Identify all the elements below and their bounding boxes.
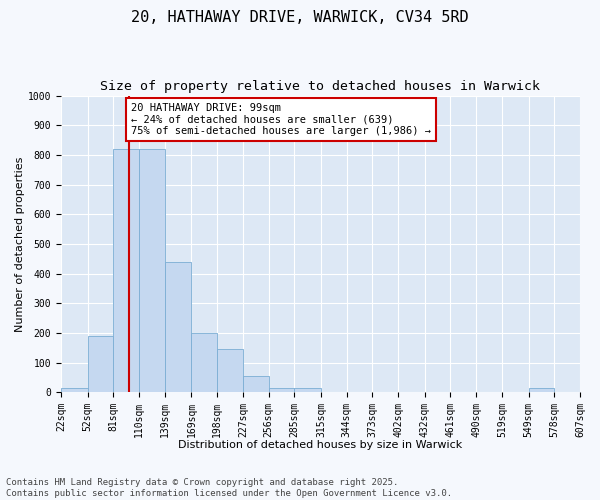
Title: Size of property relative to detached houses in Warwick: Size of property relative to detached ho… [100, 80, 541, 93]
Y-axis label: Number of detached properties: Number of detached properties [15, 156, 25, 332]
Bar [529, 388, 554, 392]
Bar [217, 349, 243, 392]
Bar [191, 333, 217, 392]
Bar [139, 149, 165, 392]
X-axis label: Distribution of detached houses by size in Warwick: Distribution of detached houses by size … [178, 440, 463, 450]
Text: 20, HATHAWAY DRIVE, WARWICK, CV34 5RD: 20, HATHAWAY DRIVE, WARWICK, CV34 5RD [131, 10, 469, 25]
Bar [243, 376, 269, 392]
Text: 20 HATHAWAY DRIVE: 99sqm
← 24% of detached houses are smaller (639)
75% of semi-: 20 HATHAWAY DRIVE: 99sqm ← 24% of detach… [131, 103, 431, 136]
Bar [113, 149, 139, 392]
Bar [61, 388, 88, 392]
Bar [295, 388, 321, 392]
Bar [165, 262, 191, 392]
Text: Contains HM Land Registry data © Crown copyright and database right 2025.
Contai: Contains HM Land Registry data © Crown c… [6, 478, 452, 498]
Bar [269, 388, 295, 392]
Bar [88, 336, 113, 392]
